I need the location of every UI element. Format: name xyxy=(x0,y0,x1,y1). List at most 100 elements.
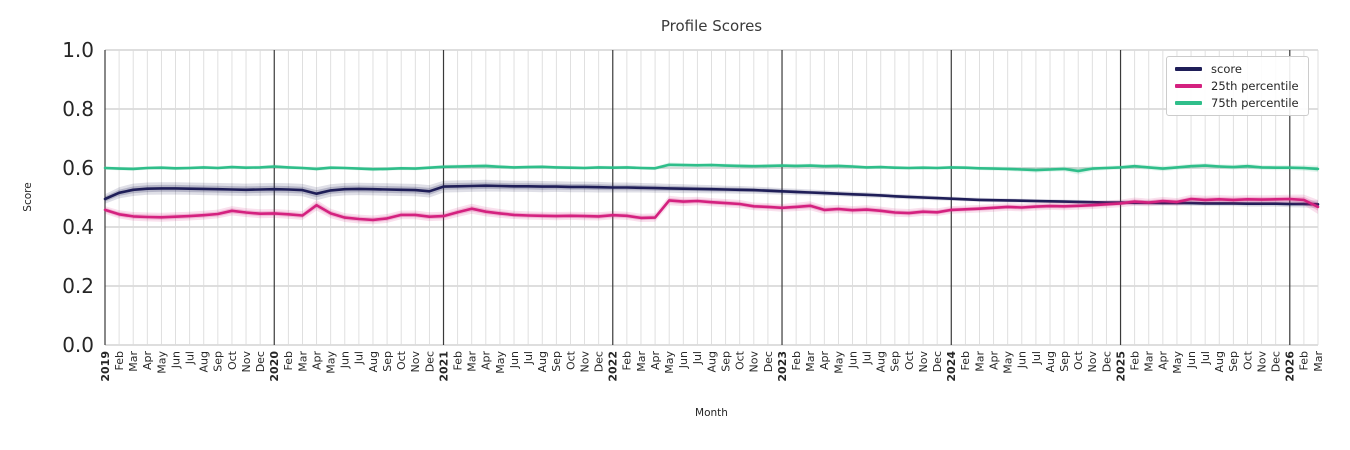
x-tick-label-month: Oct xyxy=(395,350,408,370)
x-tick-label-month: Sep xyxy=(381,351,394,372)
x-tick-label-month: Oct xyxy=(1241,350,1254,370)
x-tick-label-month: Sep xyxy=(719,351,732,372)
legend-item-score: score xyxy=(1175,62,1299,76)
x-tick-label-year: 2026 xyxy=(1284,351,1297,382)
x-tick-label-month: Aug xyxy=(198,351,211,372)
x-tick-label-month: Oct xyxy=(1072,350,1085,370)
x-tick-label-month: Apr xyxy=(987,351,1000,371)
x-tick-label-month: Feb xyxy=(451,351,464,370)
legend-item-25th-percentile: 25th percentile xyxy=(1175,79,1299,93)
x-tick-label-year: 2023 xyxy=(776,351,789,382)
x-tick-label-month: Sep xyxy=(1058,351,1071,372)
x-tick-label-month: May xyxy=(1002,351,1015,374)
legend-label: 25th percentile xyxy=(1211,79,1299,93)
x-tick-label-month: May xyxy=(663,351,676,374)
x-tick-label-month: Sep xyxy=(550,351,563,372)
y-tick-label: 0.8 xyxy=(62,97,94,121)
legend-label: score xyxy=(1211,62,1242,76)
y-axis-label: Score xyxy=(22,182,34,212)
x-tick-label-year: 2019 xyxy=(99,351,112,382)
x-tick-label-month: Jul xyxy=(522,351,535,365)
x-tick-label-month: Dec xyxy=(931,351,944,372)
x-tick-label-month: Jul xyxy=(1199,351,1212,365)
p25-line-swatch xyxy=(1175,84,1202,88)
x-tick-label-month: Nov xyxy=(240,351,253,373)
x-tick-label-month: Mar xyxy=(804,351,817,372)
x-tick-label-month: Feb xyxy=(113,351,126,370)
x-tick-label-month: Aug xyxy=(705,351,718,372)
y-tick-label: 0.6 xyxy=(62,156,94,180)
legend-item-75th-percentile: 75th percentile xyxy=(1175,96,1299,110)
x-tick-label-month: Nov xyxy=(409,351,422,373)
x-tick-label-month: Feb xyxy=(790,351,803,370)
x-tick-label-month: Oct xyxy=(903,350,916,370)
x-tick-label-month: Feb xyxy=(621,351,634,370)
x-tick-label-month: Jul xyxy=(353,351,366,365)
x-tick-label-month: Jun xyxy=(508,351,521,369)
x-tick-label-month: Oct xyxy=(564,350,577,370)
x-axis-label: Month xyxy=(695,407,728,419)
x-tick-label-year: 2022 xyxy=(607,351,620,382)
legend: score 25th percentile 75th percentile xyxy=(1166,56,1309,116)
legend-label: 75th percentile xyxy=(1211,96,1299,110)
x-tick-label-month: Sep xyxy=(889,351,902,372)
x-tick-label-month: Apr xyxy=(141,351,154,371)
p75-line-swatch xyxy=(1175,101,1202,105)
x-tick-label-month: Feb xyxy=(1128,351,1141,370)
x-tick-label-month: May xyxy=(832,351,845,374)
x-tick-label-month: Dec xyxy=(1100,351,1113,372)
x-tick-label-month: Aug xyxy=(1213,351,1226,372)
x-tick-label-month: Apr xyxy=(1157,351,1170,371)
x-tick-label-month: Nov xyxy=(917,351,930,373)
x-tick-label-year: 2021 xyxy=(437,351,450,382)
x-tick-label-month: Sep xyxy=(1227,351,1240,372)
y-tick-label: 0.4 xyxy=(62,215,94,239)
x-tick-label-month: Jul xyxy=(691,351,704,365)
x-tick-label-month: Mar xyxy=(635,351,648,372)
series-line-1 xyxy=(103,197,1320,222)
x-tick-label-month: May xyxy=(1171,351,1184,374)
x-tick-label-month: Apr xyxy=(649,351,662,371)
x-tick-label-month: Feb xyxy=(959,351,972,370)
x-tick-label-month: Dec xyxy=(423,351,436,372)
chart-title: Profile Scores xyxy=(660,17,763,35)
x-tick-label-year: 2020 xyxy=(268,351,281,382)
y-tick-label: 0.0 xyxy=(62,333,94,357)
x-tick-label-month: Nov xyxy=(1255,351,1268,373)
x-tick-label-month: Jun xyxy=(339,351,352,369)
x-tick-label-month: Jun xyxy=(1185,351,1198,369)
x-tick-label-month: Mar xyxy=(127,351,140,372)
x-tick-label-month: Aug xyxy=(367,351,380,372)
x-tick-label-month: May xyxy=(325,351,338,374)
x-tick-label-month: Mar xyxy=(1143,351,1156,372)
x-tick-label-year: 2025 xyxy=(1114,351,1127,382)
x-tick-label-month: Jun xyxy=(846,351,859,369)
x-tick-label-month: May xyxy=(155,351,168,374)
x-tick-label-month: Dec xyxy=(1270,351,1283,372)
x-tick-label-month: Jun xyxy=(1016,351,1029,369)
x-tick-label-month: Mar xyxy=(973,351,986,372)
y-tick-label: 1.0 xyxy=(62,38,94,62)
x-tick-label-month: Mar xyxy=(1312,351,1325,372)
x-tick-label-month: Oct xyxy=(226,350,239,370)
x-tick-label-month: Sep xyxy=(212,351,225,372)
x-tick-label-month: Mar xyxy=(296,351,309,372)
series-line-2 xyxy=(103,163,1320,173)
x-tick-label-month: Apr xyxy=(818,351,831,371)
x-tick-label-month: Nov xyxy=(1086,351,1099,373)
x-tick-label-month: Apr xyxy=(310,351,323,371)
x-tick-label-month: May xyxy=(494,351,507,374)
x-tick-label-month: Jul xyxy=(861,351,874,365)
x-tick-label-month: Apr xyxy=(480,351,493,371)
x-tick-label-month: Mar xyxy=(466,351,479,372)
x-tick-label-year: 2024 xyxy=(945,351,958,382)
x-tick-label-month: Nov xyxy=(578,351,591,373)
series-band-outer-1 xyxy=(105,194,1318,225)
x-tick-label-month: Jul xyxy=(1030,351,1043,365)
x-tick-label-month: Dec xyxy=(762,351,775,372)
x-tick-label-month: Jun xyxy=(677,351,690,369)
x-tick-label-month: Jul xyxy=(183,351,196,365)
x-tick-label-month: Dec xyxy=(593,351,606,372)
x-tick-label-month: Oct xyxy=(734,350,747,370)
